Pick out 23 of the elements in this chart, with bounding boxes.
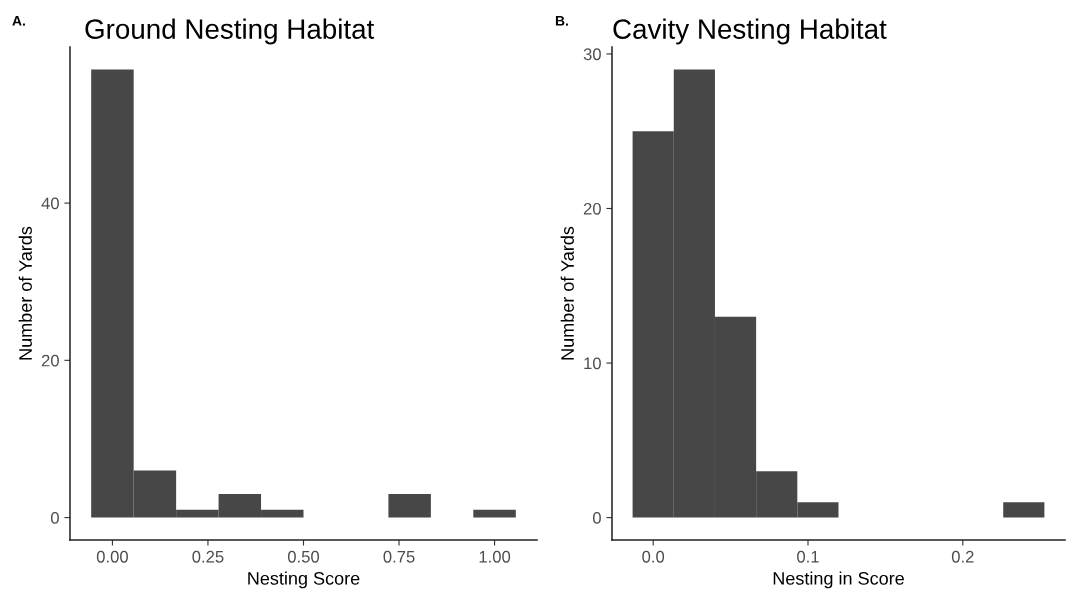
- x-tick-label: 0.75: [383, 550, 415, 563]
- y-axis-title: Number of Yards: [18, 226, 32, 360]
- x-tick-label: 0.25: [192, 550, 224, 563]
- x-tick-label: 0.2: [951, 550, 974, 563]
- x-tick-label: 0.1: [797, 550, 819, 563]
- x-axis-title: Nesting in Score: [773, 571, 904, 589]
- x-tick-label: 0.50: [287, 550, 320, 563]
- x-axis-title: Nesting Score: [248, 571, 360, 589]
- text: A.: [12, 16, 25, 26]
- y-axis-title: Number of Yards: [560, 226, 574, 360]
- text: B.: [555, 16, 568, 26]
- y-tick-label: 30: [583, 48, 601, 61]
- y-tick-label: 20: [41, 354, 59, 367]
- y-tick-label: 10: [584, 357, 601, 370]
- x-tick-label: 0.0: [642, 550, 665, 563]
- y-tick-label: 0: [50, 511, 59, 524]
- chart-title: Cavity Nesting Habitat: [613, 18, 887, 45]
- x-tick-label: 1.00: [479, 550, 511, 563]
- chart-title: Ground Nesting Habitat: [85, 18, 375, 45]
- x-tick-label: 0.00: [96, 550, 128, 563]
- y-tick-label: 40: [41, 197, 59, 210]
- y-tick-label: 20: [583, 202, 601, 215]
- y-tick-label: 0: [592, 511, 601, 524]
